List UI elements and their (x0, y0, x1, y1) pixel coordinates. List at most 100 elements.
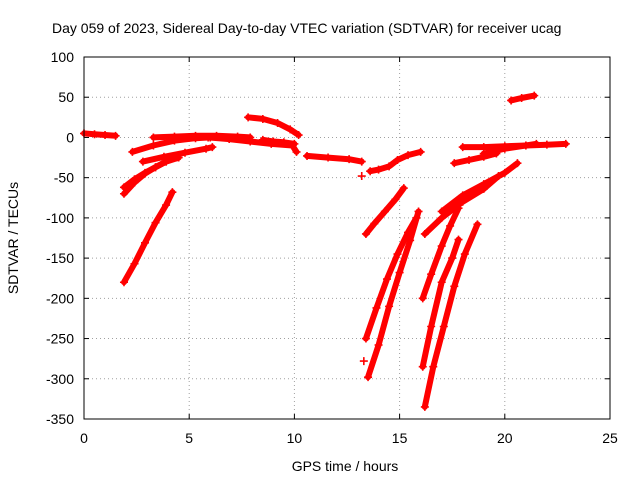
data-point (395, 268, 404, 277)
data-point (286, 125, 295, 134)
track-line (259, 136, 298, 147)
data-point (345, 155, 354, 164)
data-point (111, 131, 120, 140)
data-point (324, 153, 333, 162)
data-track (437, 159, 522, 216)
y-tick-label: -300 (46, 371, 74, 387)
y-axis-label: SDTVAR / TECUs (5, 182, 21, 294)
data-track (418, 235, 463, 371)
y-tick-label: 0 (66, 129, 74, 145)
data-point (292, 147, 301, 156)
track-line (421, 221, 481, 410)
data-point (513, 159, 522, 168)
data-point (149, 141, 158, 150)
y-tick-label: -350 (46, 411, 74, 427)
y-tick-label: -200 (46, 290, 74, 306)
chart-title: Day 059 of 2023, Sidereal Day-to-day VTE… (52, 20, 561, 36)
x-axis-ticks: 0 5 10 15 20 25 (80, 57, 618, 446)
data-point (427, 322, 436, 331)
track-line (451, 150, 500, 167)
track-line (438, 160, 521, 215)
data-point (385, 302, 394, 311)
data-point (361, 334, 370, 343)
x-tick-label: 10 (287, 430, 303, 446)
data-point (479, 180, 488, 189)
data-point (141, 169, 150, 178)
data-track (366, 147, 425, 176)
data-point (406, 236, 415, 245)
data-point (357, 172, 366, 181)
data-track (80, 129, 120, 140)
data-point (439, 322, 448, 331)
data-point (382, 275, 391, 284)
data-track (479, 139, 541, 158)
track-line (304, 152, 365, 165)
data-point (391, 195, 400, 204)
data-point (420, 402, 429, 411)
data-point (303, 151, 312, 160)
data-point (151, 163, 160, 172)
data-point (180, 148, 189, 157)
x-axis-label: GPS time / hours (292, 458, 399, 474)
y-axis-ticks: 100 50 0 -50 -100 -150 -200 -250 -300 -350 (46, 49, 610, 427)
data-track (361, 184, 408, 238)
data-point (162, 201, 171, 210)
data-point (361, 229, 370, 238)
data-point (404, 151, 413, 160)
data-point (374, 340, 383, 349)
data-point (393, 155, 402, 164)
x-tick-label: 0 (80, 430, 88, 446)
data-point (119, 278, 128, 287)
data-point (458, 143, 467, 152)
data-point (479, 149, 488, 158)
data-point (416, 147, 425, 156)
data-point (465, 155, 474, 164)
data-points (80, 91, 570, 411)
x-tick-label: 25 (602, 430, 618, 446)
data-point (168, 188, 177, 197)
data-track (420, 220, 482, 411)
grid-lines (84, 57, 610, 419)
data-point (364, 373, 373, 382)
data-point (204, 133, 213, 142)
data-track (138, 143, 217, 166)
data-track (303, 151, 366, 166)
data-track (364, 207, 423, 382)
data-point (370, 219, 379, 228)
data-point (507, 96, 516, 105)
data-point (269, 137, 278, 146)
data-point (359, 357, 368, 366)
data-track (361, 213, 421, 343)
track-line (362, 214, 420, 342)
data-point (429, 362, 438, 371)
track-line (245, 114, 302, 138)
x-tick-label: 15 (392, 430, 408, 446)
data-track (119, 153, 183, 198)
data-point (151, 218, 160, 227)
data-point (542, 140, 551, 149)
data-point (225, 135, 234, 144)
data-point (437, 242, 446, 251)
data-point (294, 131, 303, 140)
data-point (521, 141, 530, 150)
data-point (418, 294, 427, 303)
data-track (244, 113, 303, 140)
data-point (427, 270, 436, 279)
data-point (279, 138, 288, 147)
data-point (101, 131, 110, 140)
data-track (507, 91, 539, 105)
data-track (359, 357, 368, 366)
track-line (367, 148, 424, 175)
data-point (380, 207, 389, 216)
x-tick-label: 5 (185, 430, 193, 446)
data-point (437, 207, 446, 216)
data-point (530, 91, 539, 100)
data-point (244, 113, 253, 122)
track-line (121, 189, 176, 286)
data-point (372, 303, 381, 312)
data-point (418, 362, 427, 371)
track-line (480, 140, 540, 157)
track-line (365, 208, 422, 381)
data-point (130, 178, 139, 187)
